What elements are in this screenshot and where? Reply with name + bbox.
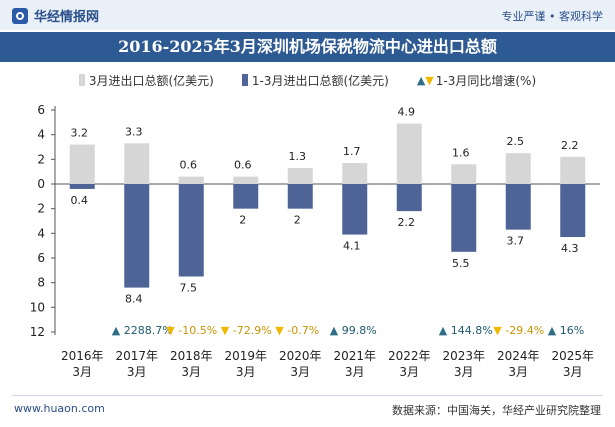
bar-cumulative: [178, 184, 204, 277]
y-tick-label: 12: [30, 325, 45, 339]
y-tick-label: 6: [37, 103, 45, 117]
growth-label: -72.9%: [233, 324, 272, 337]
data-label-march: 0.6: [180, 159, 198, 172]
bar-cumulative: [342, 184, 368, 235]
bar-march: [342, 163, 368, 184]
footer-website: www.huaon.com: [14, 402, 105, 415]
growth-down-icon: ▼: [275, 324, 284, 337]
data-label-cumulative: 5.5: [452, 257, 470, 270]
y-tick-label: 0: [37, 177, 45, 191]
down-triangle-icon: ▼: [425, 73, 434, 87]
legend-swatch-cumulative: [241, 74, 248, 86]
data-label-cumulative: 3.7: [507, 235, 525, 248]
growth-up-icon: ▲: [439, 324, 448, 337]
growth-down-icon: ▼: [221, 324, 230, 337]
y-tick-label: 2: [37, 202, 45, 216]
legend-item-growth: ▲ ▼ 1-3月同比增速(%): [417, 70, 536, 90]
data-label-march: 4.9: [398, 106, 416, 119]
growth-up-icon: ▲: [548, 324, 557, 337]
data-label-march: 0.6: [234, 159, 252, 172]
legend-label-growth: 1-3月同比增速(%): [435, 73, 537, 88]
data-label-march: 3.2: [71, 127, 89, 140]
tagline: 专业严谨 • 客观科学: [501, 10, 603, 23]
x-tick-label: 2022年 3月: [388, 349, 431, 379]
growth-label: 99.8%: [342, 324, 377, 337]
bar-cumulative: [451, 184, 477, 252]
up-triangle-icon: ▲: [416, 73, 426, 87]
data-label-cumulative: 4.1: [343, 240, 361, 253]
y-tick-label: 8: [37, 276, 45, 290]
y-tick-label: 2: [37, 152, 45, 166]
footer-source: 数据来源：中国海关，华经产业研究院整理: [392, 404, 601, 417]
growth-down-icon: ▼: [166, 324, 175, 337]
x-tick-label: 2025年 3月: [551, 349, 594, 379]
legend-label-cumulative: 1-3月进出口总额(亿美元): [251, 73, 389, 88]
y-tick-label: 4: [37, 128, 45, 142]
x-tick-label: 2020年 3月: [279, 349, 322, 379]
bar-cumulative: [124, 184, 150, 288]
bar-cumulative: [233, 184, 259, 209]
brand-name: 华经情报网: [34, 10, 100, 25]
logo-icon: [12, 7, 28, 24]
data-label-cumulative: 0.4: [71, 194, 89, 207]
growth-label: -10.5%: [178, 324, 217, 337]
data-label-cumulative: 4.3: [561, 242, 579, 255]
data-label-cumulative: 2.2: [398, 216, 416, 229]
bar-cumulative: [396, 184, 422, 212]
data-label-cumulative: 7.5: [180, 282, 198, 295]
data-label-march: 2.2: [561, 139, 579, 152]
legend-item-cumulative: 1-3月进出口总额(亿美元): [241, 70, 389, 90]
bar-march: [287, 167, 313, 184]
data-label-cumulative: 2: [294, 214, 301, 227]
growth-label: -0.7%: [287, 324, 319, 337]
data-label-march: 3.3: [125, 125, 143, 138]
data-label-march: 1.3: [289, 150, 307, 163]
bar-cumulative: [505, 184, 531, 230]
bar-march: [396, 123, 422, 184]
bar-march: [451, 164, 477, 184]
growth-up-icon: ▲: [330, 324, 339, 337]
data-label-cumulative: 2: [239, 214, 246, 227]
top-bar: 华经情报网 专业严谨 • 客观科学: [0, 0, 615, 30]
growth-label: 16%: [560, 324, 584, 337]
growth-down-icon: ▼: [493, 324, 502, 337]
bar-cumulative: [69, 184, 95, 189]
x-tick-label: 2021年 3月: [333, 349, 376, 379]
brand: 华经情报网: [12, 6, 99, 25]
growth-label: 144.8%: [451, 324, 493, 337]
data-label-cumulative: 8.4: [125, 293, 143, 306]
x-tick-label: 2024年 3月: [497, 349, 540, 379]
data-label-march: 1.6: [452, 146, 470, 159]
legend-item-march: 3月进出口总额(亿美元): [78, 70, 214, 90]
growth-label: -29.4%: [505, 324, 544, 337]
x-tick-label: 2018年 3月: [170, 349, 213, 379]
x-tick-label: 2016年 3月: [61, 349, 104, 379]
bar-march: [560, 156, 586, 184]
y-tick-label: 6: [37, 251, 45, 265]
data-label-march: 1.7: [343, 145, 361, 158]
legend-swatch-march: [78, 74, 85, 86]
growth-up-icon: ▲: [112, 324, 121, 337]
footer-divider: [12, 395, 603, 396]
bar-march: [69, 144, 95, 184]
bar-march: [178, 176, 204, 184]
x-tick-label: 2017年 3月: [115, 349, 158, 379]
bar-march: [124, 143, 150, 184]
x-tick-label: 2023年 3月: [442, 349, 485, 379]
bar-march: [233, 176, 259, 184]
bar-cumulative: [287, 184, 313, 209]
bar-march: [505, 153, 531, 184]
y-tick-label: 10: [30, 300, 45, 314]
chart-title: 2016-2025年3月深圳机场保税物流中心进出口总额: [0, 32, 615, 62]
bar-cumulative: [560, 184, 586, 238]
legend-label-march: 3月进出口总额(亿美元): [88, 73, 214, 88]
legend: 3月进出口总额(亿美元) 1-3月进出口总额(亿美元) ▲ ▼ 1-3月同比增速…: [0, 70, 615, 90]
growth-label: 2288.7%: [124, 324, 173, 337]
x-tick-label: 2019年 3月: [224, 349, 267, 379]
data-label-march: 2.5: [507, 135, 525, 148]
y-tick-label: 4: [37, 226, 45, 240]
